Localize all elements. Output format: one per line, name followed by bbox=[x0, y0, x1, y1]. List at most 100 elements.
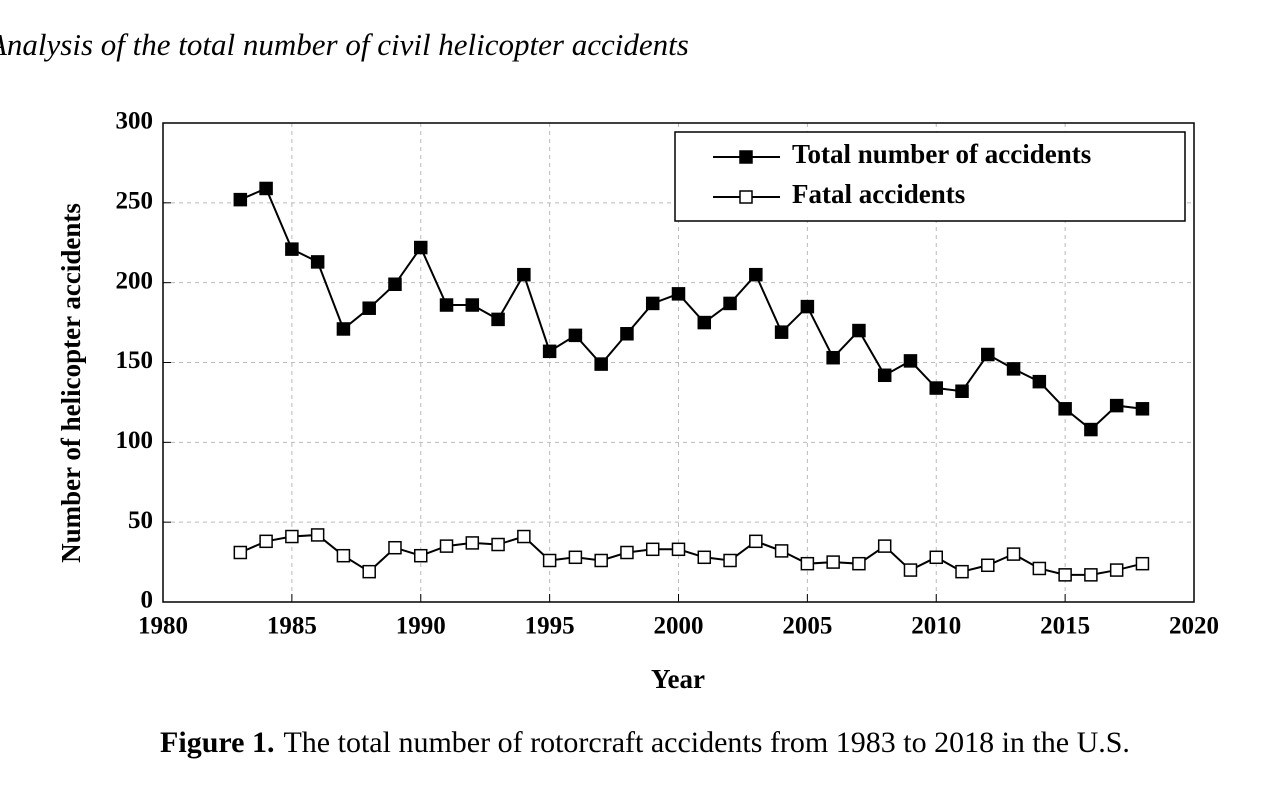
header-title: Analysis of the total number of civil he… bbox=[0, 27, 689, 62]
y-tick-label: 50 bbox=[128, 507, 153, 534]
marker bbox=[388, 540, 402, 555]
marker bbox=[981, 347, 995, 362]
marker bbox=[852, 556, 866, 571]
marker bbox=[929, 550, 943, 565]
marker bbox=[285, 529, 299, 544]
marker bbox=[439, 539, 454, 553]
marker bbox=[259, 534, 273, 549]
marker bbox=[1006, 547, 1021, 561]
marker bbox=[542, 553, 557, 568]
x-tick-label: 1990 bbox=[396, 613, 446, 640]
marker bbox=[362, 564, 376, 579]
marker bbox=[723, 553, 737, 568]
marker bbox=[362, 301, 376, 315]
marker bbox=[310, 255, 325, 269]
marker bbox=[465, 536, 480, 550]
marker bbox=[517, 267, 531, 282]
marker bbox=[414, 548, 428, 563]
marker bbox=[1006, 362, 1021, 376]
x-tick-label: 2020 bbox=[1169, 613, 1219, 640]
marker bbox=[955, 384, 969, 398]
marker bbox=[594, 357, 608, 371]
legend-box bbox=[674, 131, 1186, 222]
marker bbox=[955, 564, 969, 579]
marker bbox=[723, 296, 737, 311]
marker bbox=[414, 240, 428, 255]
marker bbox=[517, 529, 531, 544]
y-tick-label: 300 bbox=[116, 108, 154, 135]
marker bbox=[1084, 568, 1098, 582]
marker bbox=[774, 325, 789, 339]
marker bbox=[568, 328, 583, 343]
marker bbox=[697, 315, 712, 330]
marker bbox=[542, 344, 557, 359]
x-axis-label: Year bbox=[651, 664, 705, 694]
marker bbox=[645, 296, 660, 311]
marker bbox=[285, 242, 299, 256]
caption-text: The total number of rotorcraft accidents… bbox=[283, 726, 1129, 759]
marker bbox=[877, 539, 892, 553]
x-tick-label: 2000 bbox=[654, 613, 704, 640]
marker bbox=[1084, 422, 1098, 437]
marker bbox=[749, 267, 763, 282]
marker bbox=[439, 298, 454, 312]
marker bbox=[594, 553, 608, 568]
marker bbox=[800, 556, 815, 571]
y-axis-label: Number of helicopter accidents bbox=[56, 203, 86, 563]
legend-label: Total number of accidents bbox=[792, 139, 1091, 169]
marker bbox=[1058, 402, 1072, 416]
marker bbox=[491, 312, 505, 327]
y-tick-label: 0 bbox=[141, 587, 154, 614]
x-tick-label: 2005 bbox=[782, 613, 832, 640]
caption: Figure 1. The total number of rotorcraft … bbox=[160, 726, 1130, 759]
marker bbox=[620, 545, 634, 560]
x-tick-label: 1980 bbox=[138, 613, 188, 640]
y-tick-label: 150 bbox=[116, 347, 154, 374]
marker bbox=[800, 299, 815, 314]
marker bbox=[259, 181, 273, 196]
marker bbox=[1109, 398, 1124, 413]
x-tick-label: 2015 bbox=[1040, 613, 1090, 640]
plot-frame bbox=[162, 122, 1195, 603]
marker bbox=[903, 354, 918, 368]
marker bbox=[233, 192, 248, 207]
marker bbox=[981, 558, 995, 573]
marker bbox=[697, 550, 712, 565]
marker bbox=[233, 545, 248, 560]
y-tick-label: 250 bbox=[116, 188, 154, 215]
legend-marker bbox=[739, 150, 753, 164]
marker bbox=[465, 298, 480, 312]
y-tick-label: 200 bbox=[116, 267, 154, 294]
marker bbox=[774, 544, 789, 558]
marker bbox=[1135, 556, 1150, 571]
marker bbox=[671, 542, 686, 557]
marker bbox=[877, 368, 892, 383]
marker bbox=[336, 548, 351, 563]
marker bbox=[1058, 568, 1072, 582]
marker bbox=[903, 563, 918, 577]
x-tick-label: 1995 bbox=[525, 613, 575, 640]
marker bbox=[826, 555, 840, 569]
marker bbox=[336, 322, 351, 336]
marker bbox=[1032, 374, 1047, 389]
marker bbox=[671, 287, 686, 301]
marker bbox=[1109, 563, 1124, 577]
x-tick-label: 1985 bbox=[267, 613, 317, 640]
marker bbox=[1135, 402, 1150, 416]
marker bbox=[388, 277, 402, 292]
caption-label: Figure 1. bbox=[160, 726, 274, 759]
marker bbox=[749, 534, 763, 549]
x-tick-label: 2010 bbox=[911, 613, 961, 640]
marker bbox=[826, 350, 840, 365]
marker bbox=[852, 323, 866, 338]
marker bbox=[1032, 561, 1047, 576]
marker bbox=[310, 528, 325, 542]
marker bbox=[568, 550, 583, 565]
legend-marker bbox=[739, 190, 753, 204]
marker bbox=[929, 381, 943, 395]
marker bbox=[620, 327, 634, 341]
legend-label: Fatal accidents bbox=[792, 179, 965, 209]
marker bbox=[491, 537, 505, 552]
